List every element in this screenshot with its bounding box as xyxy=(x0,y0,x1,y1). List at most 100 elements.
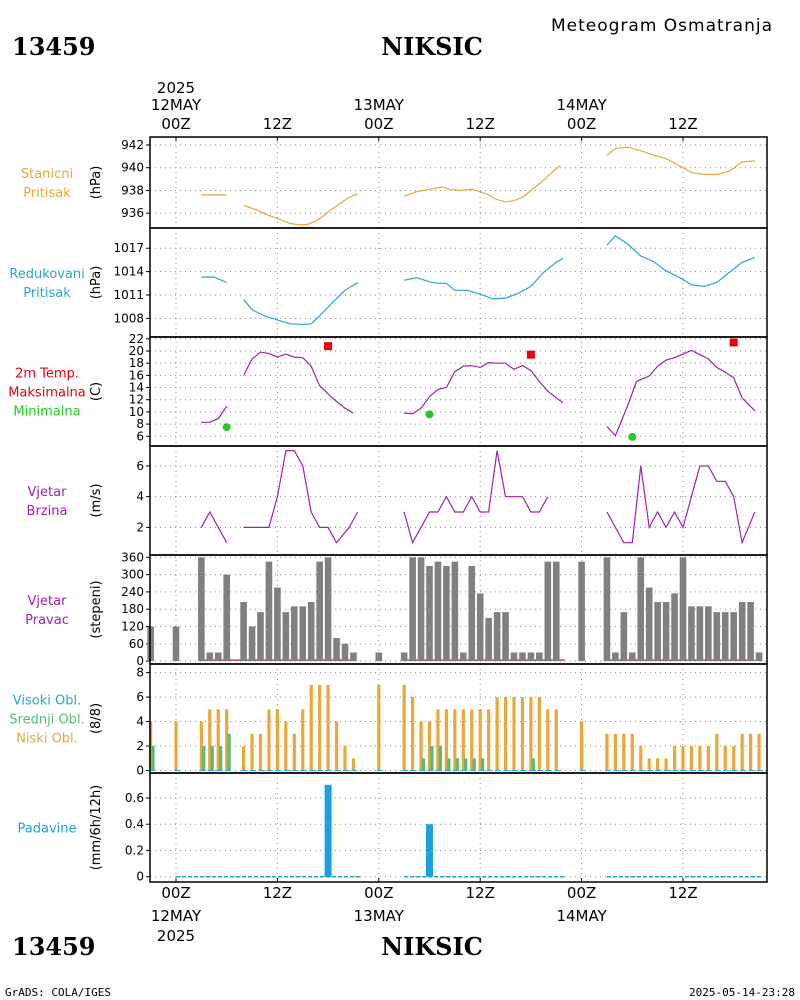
day-label-bottom: 12MAY xyxy=(151,907,202,925)
direction-bar xyxy=(265,561,273,662)
direction-bar xyxy=(620,612,628,662)
low-cloud-bar xyxy=(672,746,677,771)
direction-bar xyxy=(747,602,754,662)
direction-bar xyxy=(536,652,543,662)
direction-bar xyxy=(510,652,518,662)
low-cloud-bar xyxy=(343,746,347,771)
series-line xyxy=(606,146,755,176)
low-cloud-bar xyxy=(199,721,203,771)
low-cloud-bar xyxy=(461,709,465,771)
mid-cloud-bar xyxy=(481,758,485,771)
low-cloud-bar xyxy=(216,709,220,771)
direction-bar xyxy=(206,652,214,662)
low-cloud-bar xyxy=(334,721,339,771)
y-tick-label: 12 xyxy=(129,393,144,407)
y-tick-label: 14 xyxy=(129,381,144,395)
chart-panels: 936938940942(hPa)StanicniPritisak1008101… xyxy=(8,96,768,925)
direction-bar xyxy=(705,606,712,662)
x-tick-label-top: 00Z xyxy=(567,115,596,133)
low-cloud-bar xyxy=(689,746,694,771)
tmax-marker xyxy=(729,338,738,347)
direction-bar xyxy=(223,574,230,662)
direction-bar xyxy=(248,626,256,662)
low-cloud-bar xyxy=(250,733,254,771)
y-tick-label: 1014 xyxy=(113,265,144,279)
series-line xyxy=(201,276,227,284)
mid-cloud-bar xyxy=(455,758,459,771)
direction-bar xyxy=(299,606,307,662)
mid-cloud-bar xyxy=(227,733,231,771)
precip-bar xyxy=(426,824,433,877)
tmin-marker xyxy=(628,432,637,441)
x-tick-label-top: 12Z xyxy=(263,115,292,133)
low-cloud-bar xyxy=(318,684,322,771)
y-axis-unit: (hPa) xyxy=(89,166,104,200)
y-tick-label: 1011 xyxy=(113,288,144,302)
low-cloud-bar xyxy=(419,721,423,771)
y-tick-label: 940 xyxy=(121,161,144,175)
series-line xyxy=(201,406,228,423)
direction-bar xyxy=(544,561,552,662)
y-tick-label: 6 xyxy=(136,690,144,704)
series-line xyxy=(243,351,354,414)
direction-bar xyxy=(662,602,670,662)
low-cloud-bar xyxy=(537,697,541,771)
panel-label: Minimalna xyxy=(13,405,80,420)
direction-bar xyxy=(451,561,459,662)
panel-label: Pravac xyxy=(25,613,69,628)
direction-bar xyxy=(485,617,492,662)
y-axis-unit: (stepeni) xyxy=(89,580,104,638)
direction-bar xyxy=(502,612,509,662)
x-tick-label-bottom: 12Z xyxy=(263,884,292,902)
y-tick-label: 120 xyxy=(121,620,144,634)
direction-bar xyxy=(214,652,222,662)
day-label-top: 12MAY xyxy=(151,96,202,114)
mid-cloud-bar xyxy=(430,746,434,771)
direction-bar xyxy=(443,565,450,662)
direction-bar xyxy=(350,652,357,662)
panel-label: Vjetar xyxy=(28,594,68,609)
low-cloud-bar xyxy=(275,709,279,771)
day-label-top: 14MAY xyxy=(556,96,607,114)
footer-timestamp: 2025-05-14-23:28 xyxy=(689,986,795,999)
low-cloud-bar xyxy=(503,697,508,771)
y-tick-label: 942 xyxy=(121,138,144,152)
low-cloud-bar xyxy=(647,758,651,771)
direction-bar xyxy=(476,593,484,662)
x-tick-label-top: 12Z xyxy=(466,115,495,133)
mid-cloud-bar xyxy=(447,758,451,771)
series-line xyxy=(243,281,359,326)
direction-bar xyxy=(629,652,636,662)
direction-bar xyxy=(493,612,501,662)
station-id-top: 13459 xyxy=(12,32,96,61)
panel-label: Redukovani xyxy=(9,267,84,282)
low-cloud-bar xyxy=(453,709,457,771)
y-tick-label: 22 xyxy=(129,332,144,346)
low-cloud-bar xyxy=(749,733,753,771)
y-tick-label: 16 xyxy=(129,368,144,382)
x-tick-label-bottom: 12Z xyxy=(466,884,495,902)
series-line xyxy=(403,257,564,300)
series-line xyxy=(606,349,756,437)
direction-bar xyxy=(409,557,416,662)
direction-bar xyxy=(324,557,332,662)
low-cloud-bar xyxy=(470,709,474,771)
panel-label: Visoki Obl. xyxy=(13,694,81,709)
y-tick-label: 8 xyxy=(136,417,144,431)
low-cloud-bar xyxy=(208,709,212,771)
direction-bar xyxy=(172,626,180,662)
direction-bar xyxy=(307,602,315,662)
x-tick-label-bottom: 00Z xyxy=(161,884,190,902)
y-tick-label: 4 xyxy=(136,490,144,504)
low-cloud-bar xyxy=(258,733,263,771)
footer-credit: GrADS: COLA/IGES xyxy=(5,986,111,999)
low-cloud-bar xyxy=(664,758,668,771)
panel-frame xyxy=(149,136,768,229)
y-tick-label: 0 xyxy=(136,870,144,884)
y-tick-label: 2 xyxy=(136,739,144,753)
y-tick-label: 180 xyxy=(121,602,144,616)
x-tick-label-top: 00Z xyxy=(161,115,190,133)
low-cloud-bar xyxy=(723,746,727,771)
mid-cloud-bar xyxy=(202,746,206,771)
y-axis-unit: (hPa) xyxy=(89,266,104,300)
